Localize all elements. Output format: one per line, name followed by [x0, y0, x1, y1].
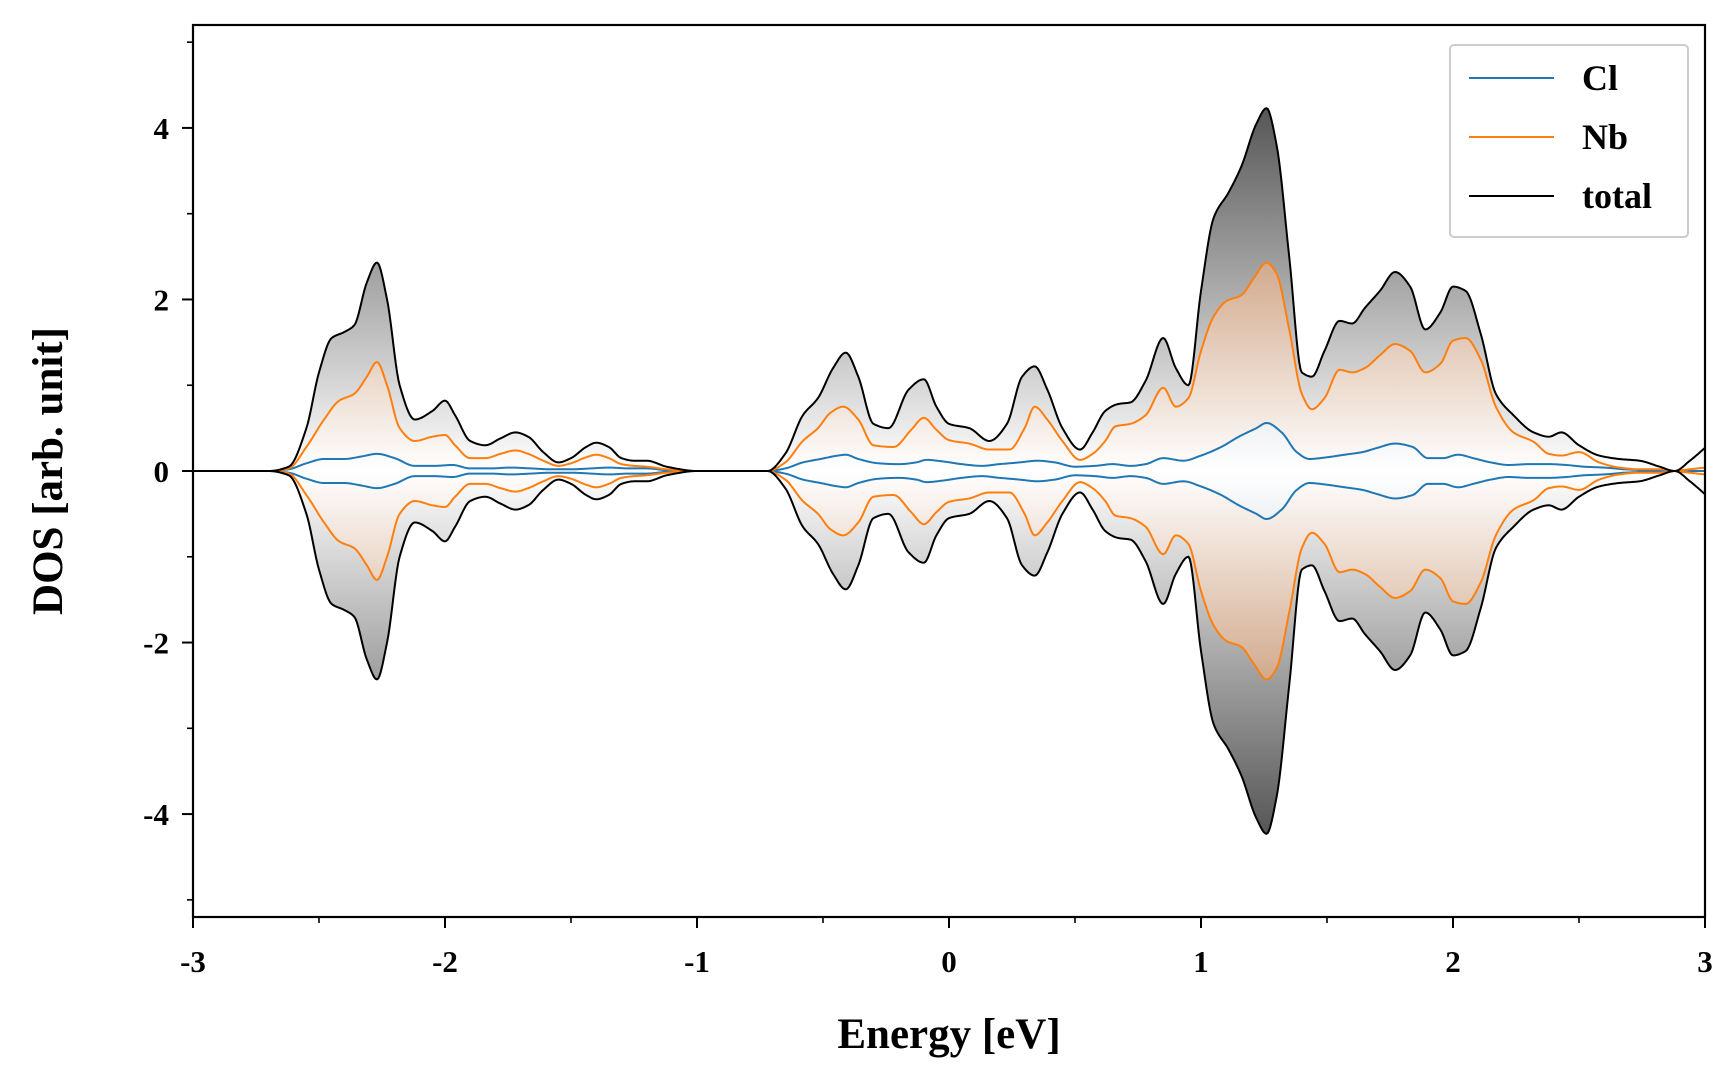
legend: Cl Nb total	[1449, 44, 1689, 238]
x-tick-label: 2	[1445, 944, 1461, 979]
fill-nb-to-cl-spin-up	[193, 262, 1705, 475]
fills-layer	[193, 108, 1705, 834]
x-tick-label: 0	[941, 944, 957, 979]
y-tick-label: 2	[154, 282, 170, 317]
legend-label-cl: Cl	[1582, 58, 1618, 98]
x-tick-label: -1	[684, 944, 710, 979]
y-tick-label: 0	[154, 454, 170, 489]
fill-nb-to-cl-spin-down	[193, 467, 1705, 680]
series-line-cl-spin-up	[193, 421, 1705, 472]
series-line-total-spin-up	[193, 107, 1706, 473]
fill-total-to-nb-spin-up	[193, 108, 1705, 475]
x-axis-title: Energy [eV]	[837, 1011, 1060, 1058]
fill-total-to-nb-spin-down	[193, 467, 1705, 834]
series-line-nb-spin-down	[193, 466, 1706, 681]
axes-layer: -3 -2 -1 0 1 2 3 -4 -2 0 2 4	[143, 23, 1713, 979]
y-axis-title: DOS [arb. unit]	[25, 327, 72, 615]
y-tick-label: -4	[143, 797, 169, 832]
series-line-total-spin-down	[193, 469, 1706, 835]
legend-label-nb: Nb	[1582, 117, 1628, 157]
fill-cl-to-zero-spin-up	[193, 422, 1705, 471]
x-tick-label: -2	[432, 944, 458, 979]
legend-box	[1449, 44, 1689, 238]
fill-cl-to-zero-spin-down	[193, 471, 1705, 520]
series-line-nb-spin-up	[193, 261, 1706, 476]
x-tick-label: 1	[1193, 944, 1209, 979]
legend-label-total: total	[1582, 176, 1652, 216]
y-tick-label: 4	[154, 111, 170, 146]
y-tick-label: -2	[143, 626, 169, 661]
x-tick-label: -3	[180, 944, 206, 979]
series-line-cl-spin-down	[193, 470, 1705, 521]
lines-layer	[193, 107, 1706, 835]
x-tick-label: 3	[1697, 944, 1713, 979]
